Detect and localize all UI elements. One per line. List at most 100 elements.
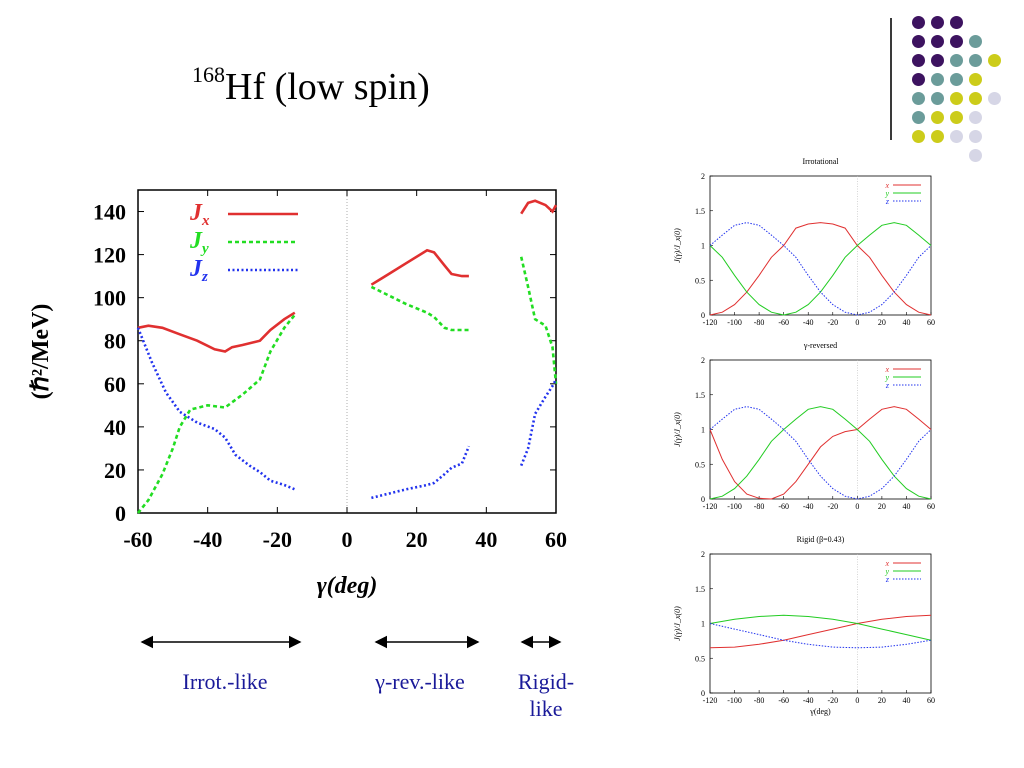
small-series-z-line (709, 623, 932, 649)
small-x-tick-label: -60 (778, 318, 789, 327)
main-series-Jz-line (371, 445, 471, 500)
small-series-z-line (709, 222, 932, 316)
small-chart-title: γ-reversed (803, 341, 837, 350)
main-y-tick-label: 20 (104, 458, 126, 483)
small-y-tick-label: 2 (701, 550, 705, 559)
small-chart-frame (709, 359, 932, 500)
main-y-tick-label: 0 (115, 501, 126, 526)
decorative-dot (969, 73, 982, 86)
range-arrows (140, 635, 562, 649)
main-x-axis-label: γ(deg) (317, 573, 378, 599)
small-x-tick-label: -80 (754, 696, 765, 705)
slide-title: 168Hf (low spin) (192, 64, 430, 107)
rigid-label-line1: Rigid- (517, 669, 575, 694)
decorative-dot (969, 54, 982, 67)
decorative-dot (931, 16, 944, 29)
small-x-tick-label: -40 (803, 318, 814, 327)
small-legend-label-z: z (885, 197, 890, 206)
decorative-dot (988, 92, 1001, 105)
decorative-dot (950, 54, 963, 67)
small-chart-title: Irrotational (803, 157, 840, 166)
decorative-dot-grid (0, 0, 1024, 170)
main-series-Jy-line (519, 256, 558, 384)
main-x-tick-label: 0 (342, 527, 353, 552)
small-series-y-line (709, 222, 932, 316)
small-x-tick-label: -100 (727, 696, 742, 705)
small-x-tick-label: -80 (754, 502, 765, 511)
small-y-tick-label: 0.5 (695, 460, 705, 469)
small-y-tick-label: 2 (701, 172, 705, 181)
small-x-tick-label: 60 (927, 318, 935, 327)
small-y-tick-label: 1.5 (695, 585, 705, 594)
small-legend-label-y: y (884, 189, 889, 198)
main-series-Jy-line (136, 314, 296, 514)
small-x-tick-label: -20 (827, 318, 838, 327)
irrot-like-label: Irrot.-like (182, 669, 268, 694)
small-legend-label-x: x (884, 181, 889, 190)
decorative-dot (912, 16, 925, 29)
small-x-tick-label: 20 (878, 696, 886, 705)
main-series-Jx-line (370, 248, 469, 286)
small-chart-frame (709, 175, 932, 316)
small-x-axis-label: γ(deg) (809, 707, 831, 716)
small-series-y-line (709, 614, 932, 641)
main-legend-label-Jz: Jz (189, 256, 208, 285)
small-series-y-line (709, 406, 932, 500)
small-series-x-line (709, 614, 932, 649)
small-y-tick-label: 1 (701, 620, 705, 629)
decorative-dot (950, 130, 963, 143)
small-x-tick-label: -20 (827, 502, 838, 511)
main-chart: -60 -40 -20 0 20 40 60 0 20 40 60 80 100 120 140 JxJyJ… (28, 189, 567, 599)
decorative-dot (969, 92, 982, 105)
small-y-tick-label: 0 (701, 689, 705, 698)
main-x-tick-label: -20 (263, 527, 292, 552)
decorative-dot (969, 111, 982, 124)
small-legend-label-x: x (884, 365, 889, 374)
irrotational-chart: Irrotational-120 -100 -80 -60 -40 -20 0 20 40 600… (673, 157, 935, 327)
decorative-dot (912, 54, 925, 67)
small-x-tick-label: -80 (754, 318, 765, 327)
small-x-tick-label: 0 (855, 696, 859, 705)
small-y-tick-label: 1.5 (695, 207, 705, 216)
small-x-tick-label: 40 (902, 502, 910, 511)
main-x-tick-label: 20 (406, 527, 428, 552)
decorative-dot (912, 73, 925, 86)
small-y-tick-label: 0 (701, 495, 705, 504)
decorative-dot (969, 130, 982, 143)
gamma-reversed-chart: γ-reversed -120 -100 -80 -60 -40 -20 0 20 40 60 0 0.… (673, 341, 935, 511)
main-x-tick-label: 60 (545, 527, 567, 552)
main-x-tick-label: -60 (123, 527, 152, 552)
small-x-tick-label: 20 (878, 502, 886, 511)
decorative-dot (950, 35, 963, 48)
small-y-tick-label: 1 (701, 426, 705, 435)
small-legend-label-y: y (884, 373, 889, 382)
small-x-tick-label: -60 (778, 696, 789, 705)
small-x-tick-label: -100 (727, 502, 742, 511)
decorative-dot (969, 149, 982, 162)
decorative-dot (931, 130, 944, 143)
decorative-dot (931, 92, 944, 105)
main-series-Jx-line (520, 199, 558, 215)
small-legend-label-y: y (884, 567, 889, 576)
main-series-Jz-line (519, 378, 558, 467)
decorative-dot (931, 35, 944, 48)
decorative-dot (912, 130, 925, 143)
gamma-rev-like-label: γ-rev.-like (375, 669, 465, 694)
small-x-tick-label: -120 (703, 502, 718, 511)
small-y-tick-label: 2 (701, 356, 705, 365)
small-x-tick-label: 60 (927, 502, 935, 511)
rigid-chart: Rigid (β=0.43)-120 -100 -80 -60 -40 -20 0 20 40 6… (673, 535, 935, 716)
main-series-Jx-line (137, 311, 296, 353)
decorative-dot (931, 54, 944, 67)
small-x-tick-label: -120 (703, 696, 718, 705)
small-x-tick-label: 20 (878, 318, 886, 327)
decorative-vertical-rule (890, 18, 892, 140)
small-x-tick-label: -60 (778, 502, 789, 511)
small-y-tick-label: 1.5 (695, 391, 705, 400)
main-x-tick-label: -40 (193, 527, 222, 552)
small-y-axis-label: J(γ)/J_x(0) (673, 228, 682, 263)
small-y-tick-label: 0.5 (695, 654, 705, 663)
small-x-tick-label: -100 (727, 318, 742, 327)
small-chart-title: Rigid (β=0.43) (797, 535, 845, 544)
small-x-tick-label: -20 (827, 696, 838, 705)
